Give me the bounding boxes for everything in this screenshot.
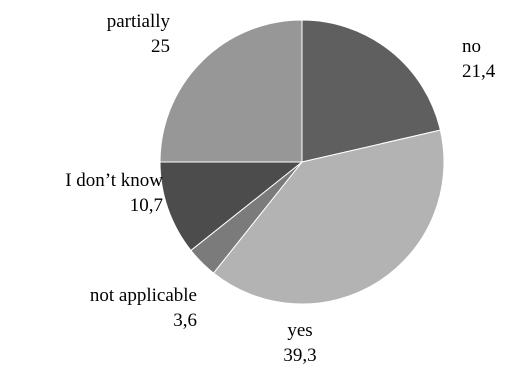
slice-label-no: no 21,4 — [462, 34, 495, 84]
slice-label-i-dont-know: I don’t know 10,7 — [65, 168, 163, 218]
slice-label-no-name: no — [462, 36, 481, 57]
pie-slice-no — [301, 19, 441, 163]
slice-label-no-value: 21,4 — [462, 61, 496, 82]
pie-slice-yes — [212, 129, 445, 305]
slice-label-partially-value: 25 — [151, 36, 170, 57]
slice-label-yes-value: 39,3 — [283, 345, 317, 366]
slice-label-partially: partially 25 — [107, 9, 170, 59]
slice-label-not-applicable-name: not applicable — [89, 285, 197, 306]
slice-label-yes-name: yes — [287, 320, 313, 341]
slice-label-not-applicable: not applicable 3,6 — [90, 283, 197, 333]
slice-label-partially-name: partially — [106, 11, 170, 32]
slice-label-yes: yes 39,3 — [268, 318, 332, 368]
slice-label-i-dont-know-value: 10,7 — [129, 195, 163, 216]
slice-label-i-dont-know-name: I don’t know — [65, 170, 163, 191]
pie-slice-partially — [159, 19, 303, 163]
pie-slice-i-don-t-know — [159, 161, 304, 252]
slice-label-not-applicable-value: 3,6 — [173, 310, 197, 331]
